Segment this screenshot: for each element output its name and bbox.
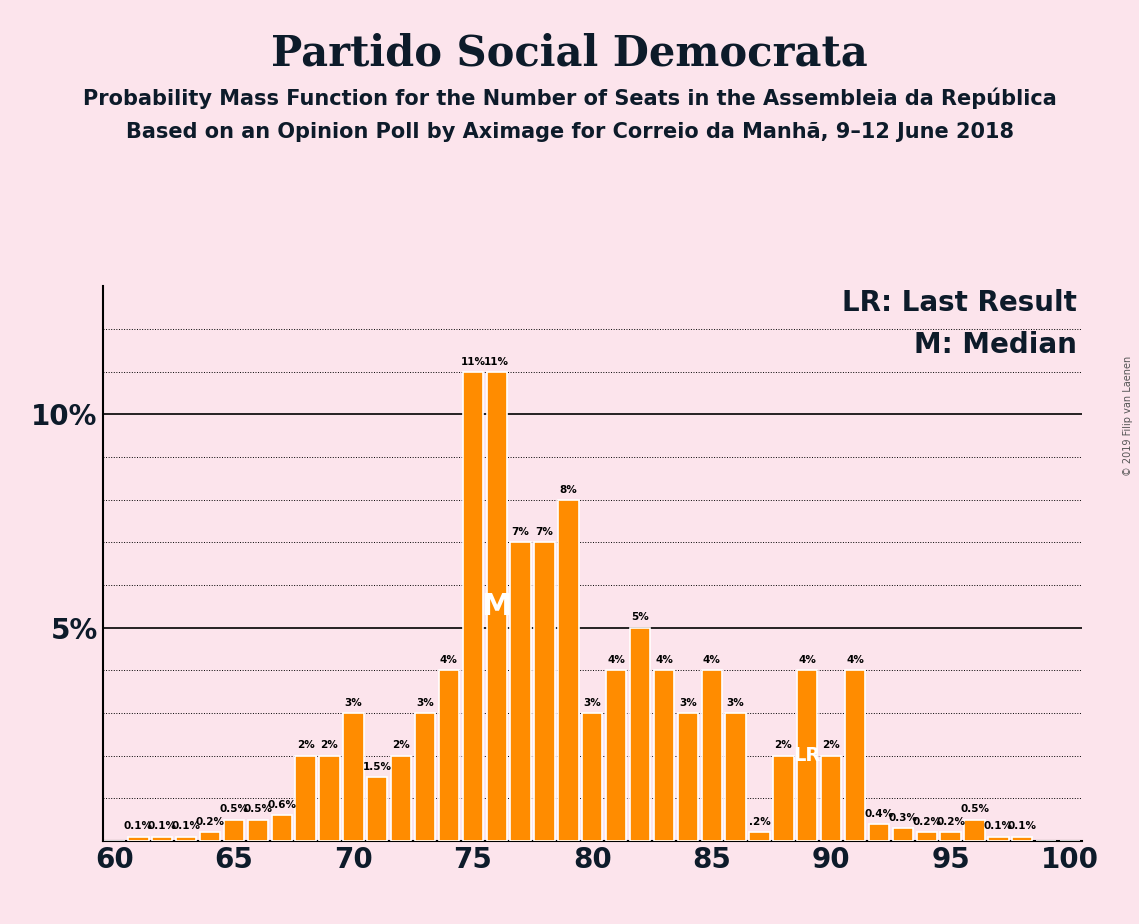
Bar <box>1013 836 1032 841</box>
Bar <box>415 713 435 841</box>
Text: 11%: 11% <box>460 357 485 367</box>
Bar <box>486 371 507 841</box>
Bar <box>295 756 316 841</box>
Text: M: M <box>482 591 511 621</box>
Text: 4%: 4% <box>798 655 817 665</box>
Bar <box>965 820 985 841</box>
Bar <box>917 833 937 841</box>
Bar <box>175 836 196 841</box>
Text: 2%: 2% <box>320 740 338 750</box>
Text: © 2019 Filip van Laenen: © 2019 Filip van Laenen <box>1123 356 1133 476</box>
Text: 0.5%: 0.5% <box>960 805 989 814</box>
Bar <box>247 820 268 841</box>
Bar <box>773 756 794 841</box>
Text: 0.1%: 0.1% <box>1008 821 1036 832</box>
Text: 2%: 2% <box>775 740 793 750</box>
Bar <box>582 713 603 841</box>
Text: 8%: 8% <box>559 484 577 494</box>
Text: 0.1%: 0.1% <box>124 821 153 832</box>
Text: 0.3%: 0.3% <box>888 813 917 823</box>
Text: 0.2%: 0.2% <box>912 817 941 827</box>
Text: 5%: 5% <box>631 613 649 623</box>
Bar <box>343 713 363 841</box>
Bar <box>678 713 698 841</box>
Text: 4%: 4% <box>607 655 625 665</box>
Text: 2%: 2% <box>392 740 410 750</box>
Text: 4%: 4% <box>655 655 673 665</box>
Text: 7%: 7% <box>511 528 530 537</box>
Text: 3%: 3% <box>416 698 434 708</box>
Bar <box>439 670 459 841</box>
Text: M: Median: M: Median <box>915 331 1077 359</box>
Text: 0.4%: 0.4% <box>865 808 893 819</box>
Bar <box>510 542 531 841</box>
Bar <box>821 756 842 841</box>
Text: 0.2%: 0.2% <box>196 817 224 827</box>
Text: 0.1%: 0.1% <box>984 821 1013 832</box>
Text: 0.1%: 0.1% <box>172 821 200 832</box>
Bar <box>606 670 626 841</box>
Text: 0.2%: 0.2% <box>936 817 965 827</box>
Text: 0.5%: 0.5% <box>244 805 272 814</box>
Bar <box>319 756 339 841</box>
Text: 3%: 3% <box>344 698 362 708</box>
Text: 4%: 4% <box>440 655 458 665</box>
Bar <box>845 670 866 841</box>
Text: Partido Social Democrata: Partido Social Democrata <box>271 32 868 74</box>
Text: LR: LR <box>794 746 821 765</box>
Bar <box>223 820 244 841</box>
Bar <box>271 815 292 841</box>
Text: 3%: 3% <box>727 698 745 708</box>
Text: 4%: 4% <box>846 655 865 665</box>
Text: 7%: 7% <box>535 528 554 537</box>
Bar <box>869 824 890 841</box>
Text: .2%: .2% <box>748 817 770 827</box>
Bar <box>702 670 722 841</box>
Text: 0.6%: 0.6% <box>268 800 296 810</box>
Bar <box>989 836 1009 841</box>
Bar <box>534 542 555 841</box>
Text: 2%: 2% <box>822 740 841 750</box>
Bar <box>391 756 411 841</box>
Bar <box>654 670 674 841</box>
Bar <box>367 777 387 841</box>
Text: 11%: 11% <box>484 357 509 367</box>
Text: 1.5%: 1.5% <box>362 761 392 772</box>
Bar <box>797 670 818 841</box>
Bar <box>630 627 650 841</box>
Bar <box>153 836 172 841</box>
Text: 4%: 4% <box>703 655 721 665</box>
Text: 3%: 3% <box>583 698 601 708</box>
Bar <box>749 833 770 841</box>
Bar <box>941 833 961 841</box>
Bar <box>462 371 483 841</box>
Text: 0.1%: 0.1% <box>148 821 177 832</box>
Text: LR: Last Result: LR: Last Result <box>842 289 1077 317</box>
Bar <box>199 833 220 841</box>
Bar <box>558 500 579 841</box>
Text: Probability Mass Function for the Number of Seats in the Assembleia da República: Probability Mass Function for the Number… <box>83 88 1056 109</box>
Bar <box>726 713 746 841</box>
Text: Based on an Opinion Poll by Aximage for Correio da Manhã, 9–12 June 2018: Based on an Opinion Poll by Aximage for … <box>125 122 1014 142</box>
Text: 3%: 3% <box>679 698 697 708</box>
Bar <box>893 828 913 841</box>
Text: 2%: 2% <box>297 740 314 750</box>
Text: 0.5%: 0.5% <box>220 805 248 814</box>
Bar <box>129 836 148 841</box>
